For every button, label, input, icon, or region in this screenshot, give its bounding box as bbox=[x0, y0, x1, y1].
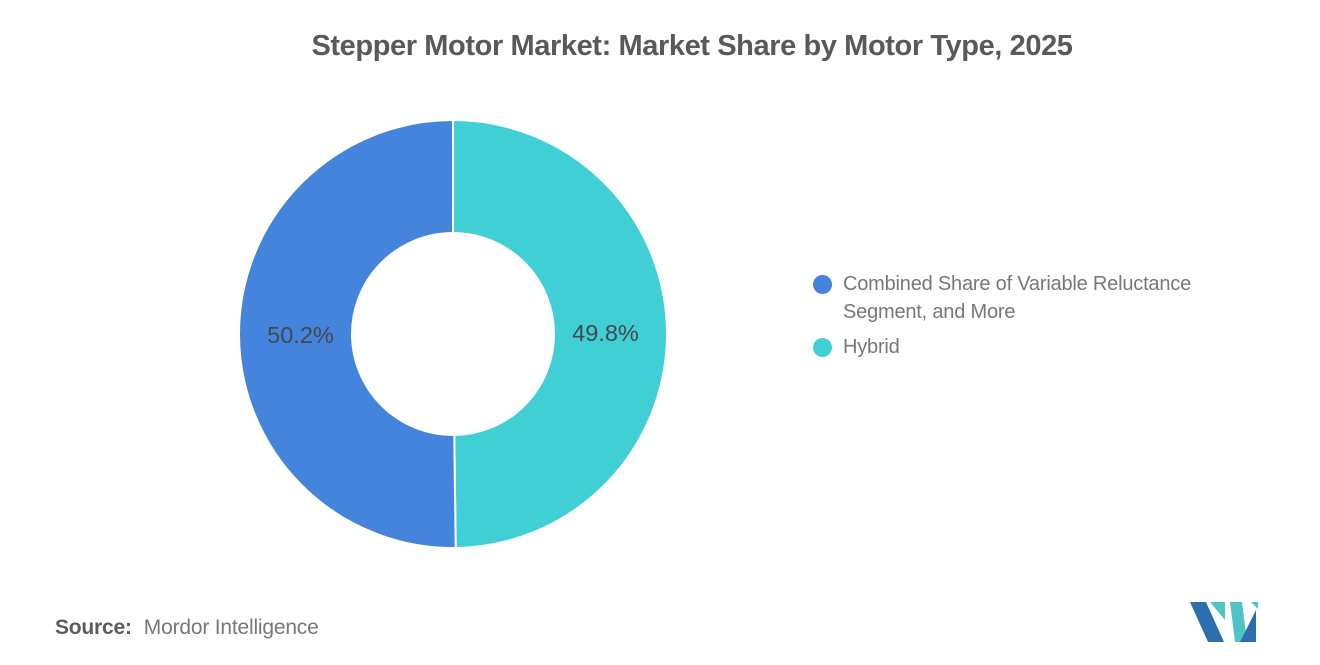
legend-swatch-icon bbox=[813, 338, 832, 357]
chart-title: Stepper Motor Market: Market Share by Mo… bbox=[311, 30, 1073, 62]
legend: Combined Share of Variable Reluctance Se… bbox=[813, 270, 1258, 361]
legend-label: Combined Share of Variable Reluctance Se… bbox=[843, 273, 1191, 323]
logo-left-stroke bbox=[1190, 602, 1224, 642]
legend-label: Hybrid bbox=[843, 336, 900, 358]
legend-item-hybrid[interactable]: Hybrid bbox=[813, 333, 1258, 361]
legend-swatch-icon bbox=[813, 275, 832, 294]
logo-corner-triangle bbox=[1251, 602, 1258, 609]
logo-right-band bbox=[1230, 602, 1247, 642]
pie-slice-0[interactable] bbox=[238, 119, 457, 549]
legend-item-combined-variable-reluctance[interactable]: Combined Share of Variable Reluctance Se… bbox=[813, 270, 1258, 326]
source-label: Source: bbox=[55, 616, 132, 639]
donut-svg: 49.8% 50.2% bbox=[238, 119, 668, 549]
slice-label-1: 49.8% bbox=[572, 320, 639, 346]
source-value: Mordor Intelligence bbox=[143, 616, 319, 639]
mordor-intelligence-logo bbox=[1188, 600, 1258, 642]
donut-chart: 49.8% 50.2% bbox=[238, 119, 668, 549]
logo-right-triangle bbox=[1240, 610, 1256, 642]
slice-label-0: 50.2% bbox=[267, 322, 334, 348]
source-note: Source: Mordor Intelligence bbox=[55, 616, 319, 640]
logo-left-triangle bbox=[1210, 602, 1225, 620]
pie-slice-1[interactable] bbox=[452, 119, 668, 549]
mordor-intelligence-logo-icon bbox=[1190, 602, 1258, 642]
